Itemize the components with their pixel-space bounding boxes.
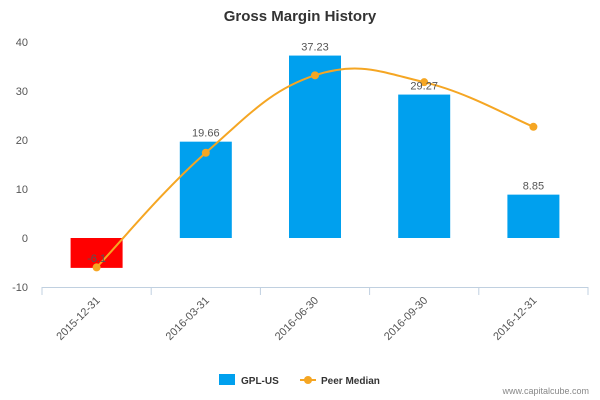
y-tick-label: 0	[22, 233, 28, 245]
peer-median-point	[92, 263, 101, 272]
peer-median-point	[529, 122, 538, 131]
legend: GPL-US Peer Median	[219, 374, 380, 387]
x-tick-label: 2016-06-30	[273, 295, 321, 343]
bar	[398, 94, 451, 239]
x-tick-label: 2016-09-30	[382, 295, 430, 343]
y-tick-label: -10	[12, 282, 28, 294]
bar	[179, 141, 232, 238]
y-tick-label: 10	[16, 184, 28, 196]
y-tick-label: 20	[16, 135, 28, 147]
bar-value-label: 37.23	[301, 42, 329, 54]
x-tick-label: 2016-12-31	[491, 295, 539, 343]
chart-title: Gross Margin History	[224, 8, 377, 25]
bar	[289, 55, 341, 239]
peer-median-line	[95, 67, 534, 269]
y-tick-label: 30	[16, 86, 28, 98]
peer-median-point	[311, 71, 319, 80]
credit-text: www.capitalcube.com	[501, 386, 589, 396]
y-tick-label: 40	[16, 37, 28, 49]
bar-series	[70, 55, 560, 268]
x-tick-label: 2015-12-31	[54, 295, 102, 343]
legend-label-peer: Peer Median	[321, 376, 380, 387]
bar	[507, 194, 560, 238]
bar-value-label: 8.85	[523, 181, 544, 193]
legend-label-gpl: GPL-US	[241, 376, 279, 387]
peer-median-point	[420, 78, 429, 87]
legend-swatch-point	[304, 376, 312, 384]
peer-median-point	[201, 148, 210, 157]
data-labels: -6.1 19.66 37.23 29.27 8.85	[87, 42, 544, 265]
bar	[70, 238, 123, 268]
bar-value-label: 19.66	[192, 128, 220, 140]
x-tick-label: 2016-03-31	[164, 295, 212, 343]
bar-value-label: 29.27	[410, 81, 438, 93]
bar-value-label: -6.1	[87, 253, 106, 265]
line-series	[92, 67, 538, 272]
legend-swatch-bar	[219, 374, 235, 385]
